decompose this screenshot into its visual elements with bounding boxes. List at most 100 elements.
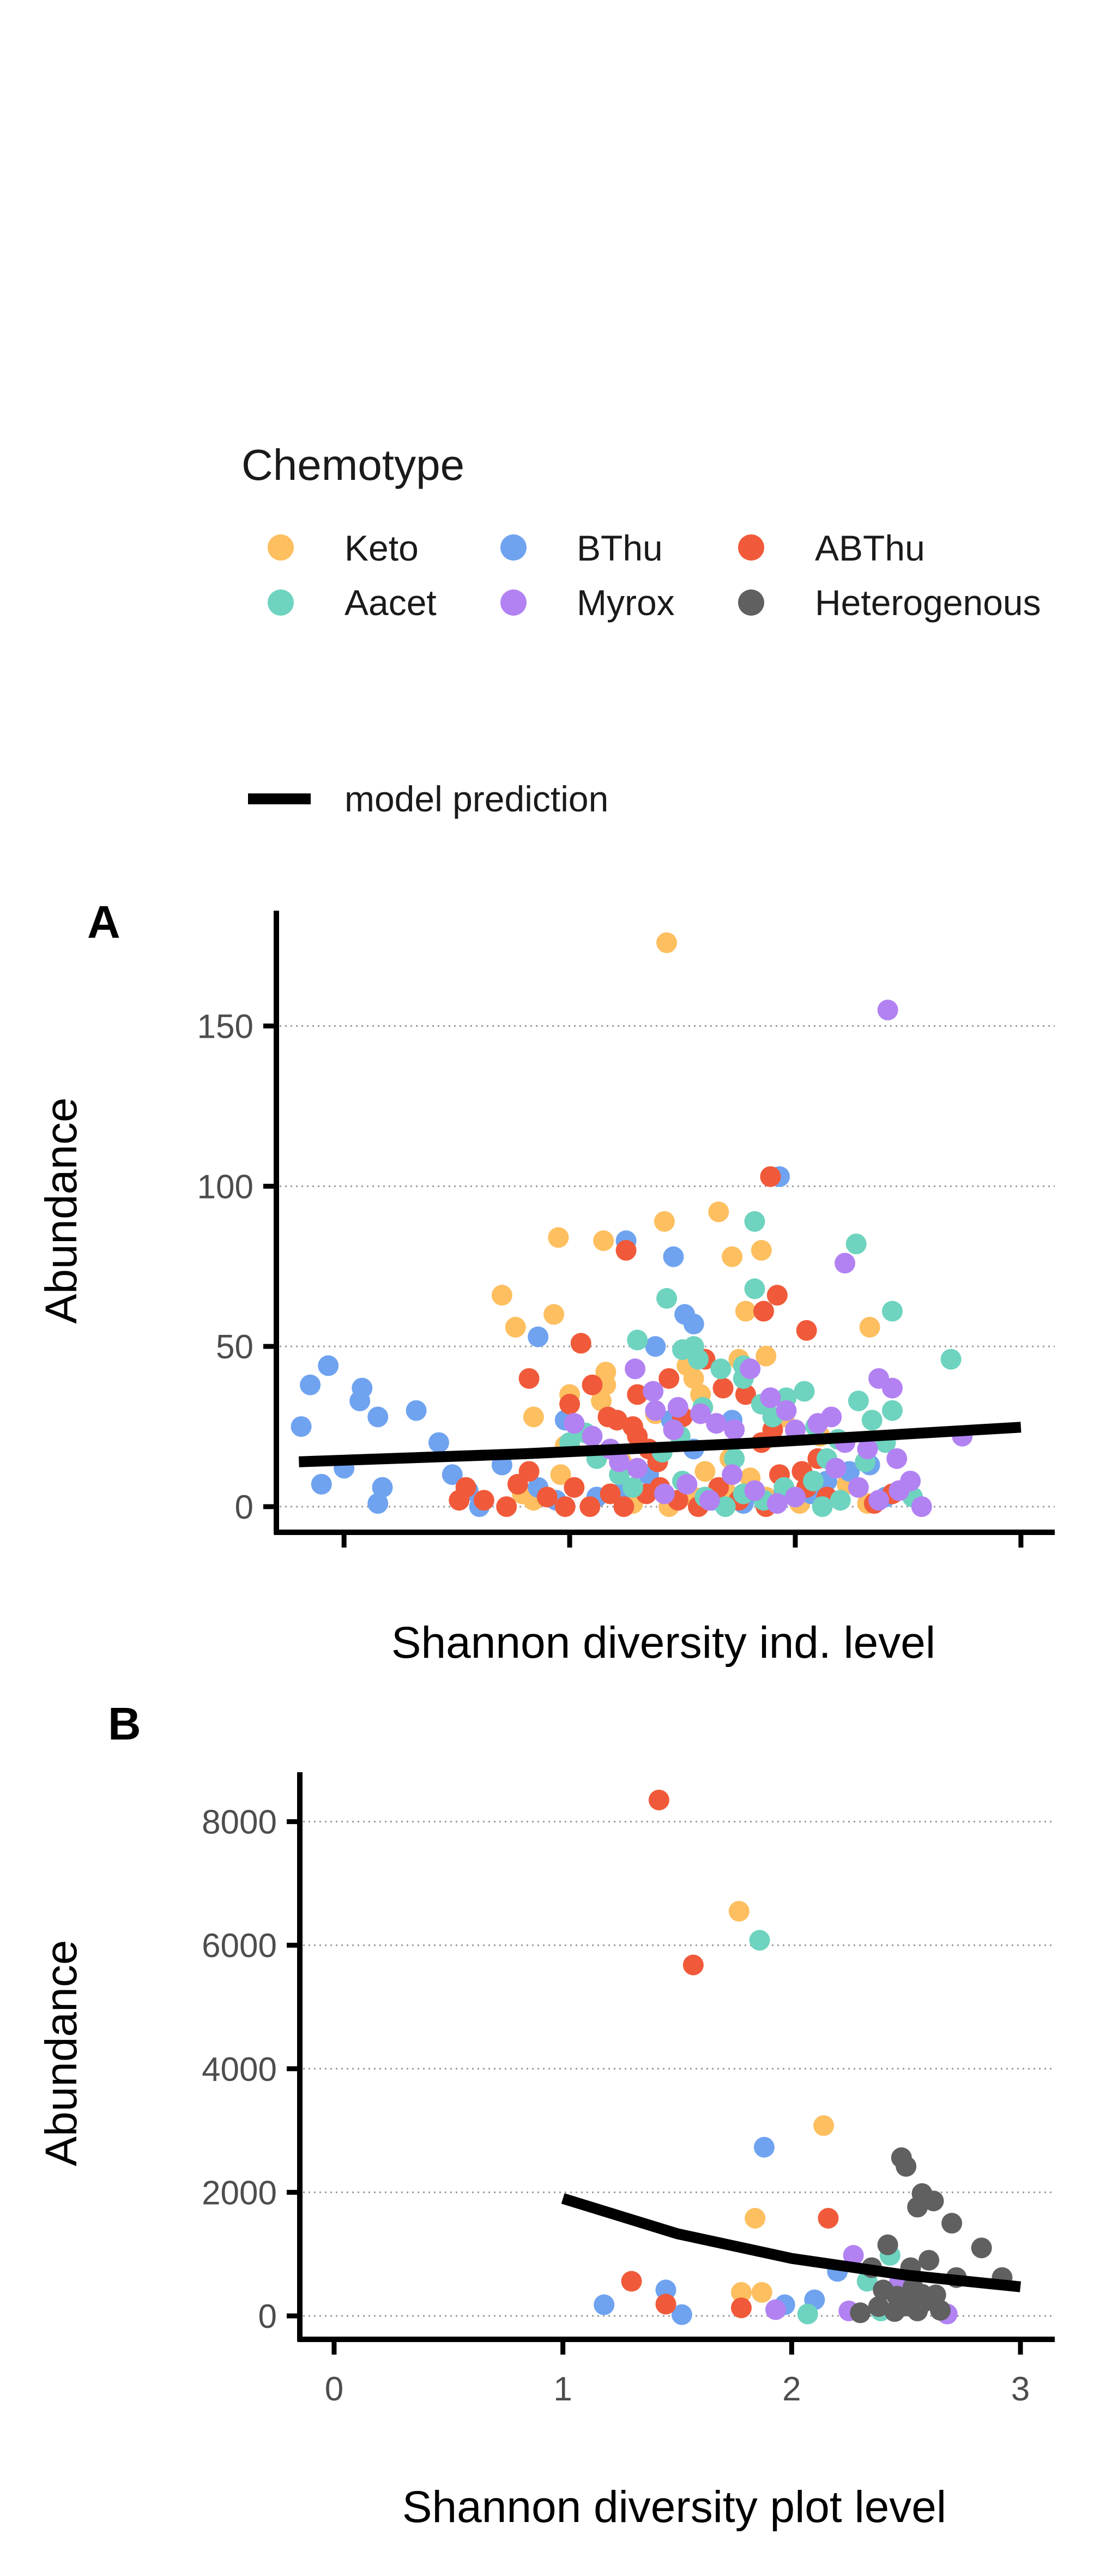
data-point-keto — [722, 1246, 743, 1267]
legend-label-abthu: ABThu — [815, 528, 925, 568]
data-point-aacet — [744, 1278, 765, 1299]
panel-a-ylabel: Abundance — [37, 1098, 86, 1324]
y-tick-label: 50 — [216, 1328, 253, 1366]
data-point-aacet — [881, 1301, 903, 1322]
data-point-bthu — [300, 1374, 321, 1395]
data-point-abthu — [735, 1384, 756, 1405]
data-point-abthu — [518, 1461, 540, 1482]
data-point-heterogenous — [918, 2249, 940, 2271]
legend-title: Chemotype — [241, 441, 464, 489]
data-point-myrox — [785, 1486, 806, 1508]
legend-label-keto: Keto — [344, 528, 419, 568]
data-point-myrox — [667, 1397, 688, 1418]
data-point-myrox — [857, 1439, 878, 1460]
data-point-myrox — [877, 1000, 898, 1021]
data-point-abthu — [473, 1490, 494, 1511]
data-point-heterogenous — [930, 2300, 951, 2321]
data-point-myrox — [582, 1425, 603, 1447]
data-point-bthu — [406, 1400, 427, 1421]
data-point-aacet — [848, 1391, 869, 1412]
data-point-keto — [543, 1304, 565, 1325]
data-point-bthu — [311, 1473, 332, 1495]
legend-label-bthu: BThu — [577, 528, 663, 568]
data-point-abthu — [582, 1374, 603, 1395]
panel-a-axes — [274, 911, 1055, 1535]
legend-swatch-myrox — [500, 589, 527, 616]
data-point-myrox — [868, 1490, 890, 1511]
data-point-aacet — [940, 1349, 962, 1370]
data-point-heterogenous — [971, 2237, 992, 2259]
legend-swatch-abthu — [738, 534, 764, 561]
y-tick-label: 150 — [197, 1008, 253, 1046]
y-tick-label: 0 — [258, 2298, 277, 2336]
x-tick-label: 3 — [1011, 2370, 1030, 2408]
data-point-heterogenous — [850, 2302, 871, 2324]
data-point-bthu — [655, 2279, 676, 2301]
data-point-bthu — [372, 1477, 393, 1498]
data-point-keto — [751, 2282, 772, 2303]
model-prediction-line — [299, 1422, 1022, 1467]
data-point-aacet — [830, 1490, 851, 1511]
data-point-abthu — [648, 1789, 669, 1810]
legend-swatch-keto — [268, 534, 294, 561]
data-point-abthu — [613, 1496, 634, 1517]
data-point-aacet — [744, 1211, 765, 1232]
panel-a-xticks — [341, 1532, 1024, 1548]
data-point-heterogenous — [907, 2196, 928, 2218]
y-tick-label: 2000 — [202, 2174, 277, 2212]
data-point-heterogenous — [873, 2279, 894, 2301]
data-point-abthu — [564, 1477, 585, 1498]
data-point-heterogenous — [923, 2190, 944, 2212]
data-point-myrox — [765, 2299, 786, 2320]
data-point-heterogenous — [868, 2296, 889, 2317]
data-point-keto — [728, 1900, 750, 1922]
panel-a-yticks: 0 50 100 150 — [197, 1008, 276, 1526]
panel-b-tag: B — [108, 1698, 141, 1749]
data-point-myrox — [911, 1496, 932, 1517]
data-point-keto — [735, 1301, 756, 1322]
data-point-aacet — [803, 1470, 824, 1491]
data-point-bthu — [528, 1326, 549, 1347]
x-tick-label: 1 — [553, 2370, 572, 2408]
data-point-myrox — [690, 1403, 711, 1424]
data-point-abthu — [818, 2207, 839, 2229]
data-point-abthu — [622, 1416, 643, 1437]
data-point-aacet — [845, 1233, 867, 1255]
data-point-myrox — [843, 2244, 864, 2266]
panel-a-points — [291, 932, 973, 1517]
data-point-myrox — [889, 1480, 910, 1501]
data-point-abthu — [600, 1483, 621, 1504]
data-point-keto — [708, 1201, 729, 1223]
data-point-aacet — [627, 1329, 648, 1351]
model-prediction-line — [561, 2193, 1022, 2292]
data-point-myrox — [625, 1358, 646, 1380]
data-point-keto — [491, 1285, 512, 1306]
data-point-abthu — [655, 2294, 676, 2315]
data-point-abthu — [753, 1301, 775, 1322]
legend-label-aacet: Aacet — [344, 582, 437, 623]
x-tick-label: 0 — [325, 2370, 343, 2408]
data-point-bthu — [442, 1464, 463, 1485]
y-tick-label: 0 — [235, 1489, 253, 1526]
data-point-aacet — [724, 1448, 745, 1469]
panel-b-yticks: 0 2000 4000 6000 8000 — [202, 1804, 300, 2336]
data-point-keto — [694, 1461, 716, 1482]
data-point-bthu — [318, 1355, 339, 1376]
panel-b-model-line — [561, 2193, 1022, 2292]
legend-swatch-bthu — [500, 534, 527, 561]
data-point-abthu — [731, 2297, 752, 2319]
data-point-myrox — [848, 1477, 869, 1498]
data-point-keto — [505, 1316, 526, 1338]
data-point-abthu — [712, 1377, 734, 1399]
data-point-abthu — [766, 1285, 788, 1306]
data-point-myrox — [776, 1400, 797, 1421]
data-point-keto — [859, 1316, 880, 1338]
data-point-aacet — [656, 1288, 678, 1309]
data-point-keto — [654, 1211, 675, 1232]
panel-b-axes — [297, 1772, 1055, 2342]
data-point-aacet — [710, 1358, 732, 1380]
data-point-heterogenous — [911, 2284, 933, 2305]
panel-a: A 0 50 100 150 Abundance Shannon diversity … — [37, 896, 1055, 1668]
panel-a-model-line — [299, 1422, 1022, 1467]
